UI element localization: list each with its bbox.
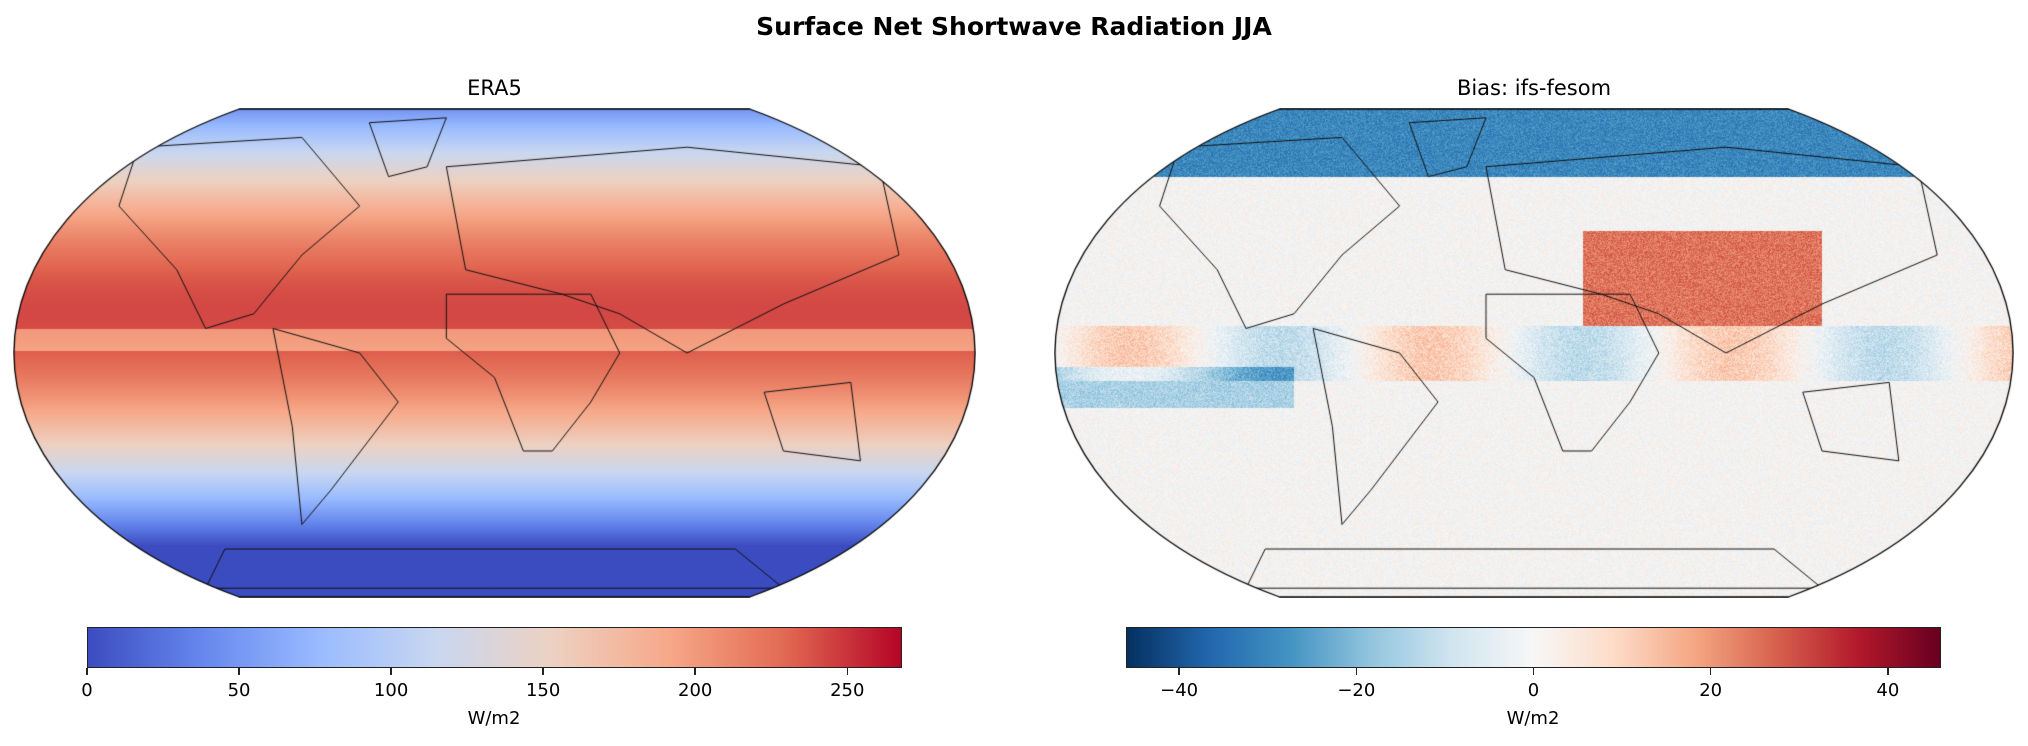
colorbar-tick [1178,668,1180,675]
era5-map [13,108,976,598]
colorbar-tick [390,668,392,675]
colorbar-tick-label: 20 [1699,680,1723,701]
colorbar-tick-label: 50 [227,680,251,701]
colorbar-tick [86,668,88,675]
bias-colorbar-label: W/m2 [1506,708,1560,729]
colorbar-tick-label: 250 [830,680,865,701]
era5-colorbar-label: W/m2 [467,708,521,729]
colorbar-tick [1355,668,1358,675]
bias-map [1054,108,2014,598]
era5-colorbar [87,627,902,668]
colorbar-tick-label: 0 [81,680,93,701]
colorbar-tick [846,668,848,675]
colorbar-tick [694,668,696,675]
colorbar-tick-label: −40 [1160,680,1199,701]
figure-title: Surface Net Shortwave Radiation JJA [756,12,1272,41]
colorbar-tick-label: 200 [678,680,713,701]
colorbar-tick-label: 40 [1876,680,1900,701]
colorbar-tick [1709,668,1712,675]
bias-map-title: Bias: ifs-fesom [1456,76,1612,100]
colorbar-tick [238,668,240,675]
colorbar-tick-label: −20 [1337,680,1376,701]
colorbar-tick [1887,668,1889,675]
colorbar-tick-label: 150 [525,680,561,701]
colorbar-tick-label: 0 [1527,680,1540,701]
colorbar-tick [1532,668,1535,675]
colorbar-tick-label: 100 [373,680,409,701]
era5-map-title: ERA5 [467,76,522,100]
colorbar-tick [542,668,544,675]
bias-colorbar [1126,627,1941,668]
